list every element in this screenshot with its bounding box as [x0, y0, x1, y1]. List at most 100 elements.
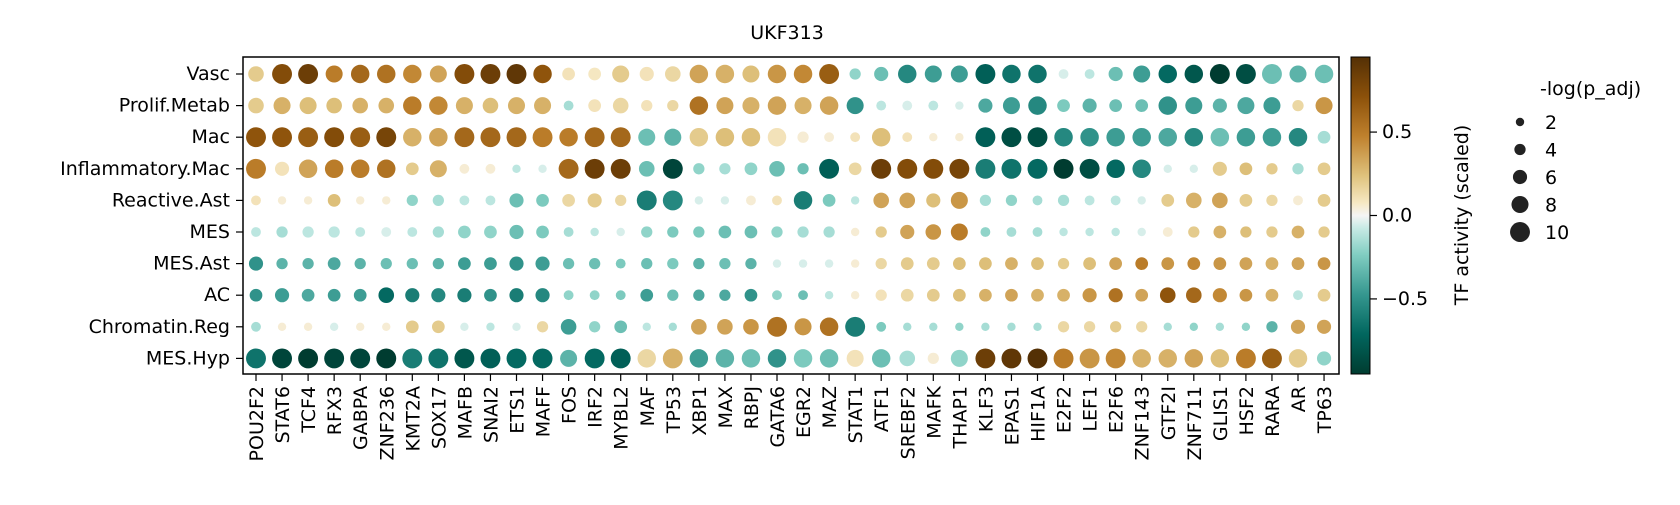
dot-Vasc-ZNF143 — [1133, 65, 1151, 83]
column-label: ATF1 — [871, 386, 893, 432]
dot-Inflammatory.Mac-STAT6 — [274, 161, 290, 176]
dot-MES.Hyp-MAZ — [819, 349, 839, 368]
dot-Chromatin.Reg-RFX3 — [329, 322, 339, 331]
dot-Prolif.Metab-TP63 — [1315, 97, 1333, 115]
dot-MES-IRF2 — [590, 227, 599, 237]
colorbar-ticks: 0.5 0.0 −0.5 — [1370, 121, 1428, 310]
dot-Mac-LEF1 — [1080, 127, 1099, 147]
column-label: EPAS1 — [1001, 386, 1023, 445]
dot-MES-TCF4 — [302, 226, 314, 238]
dot-Prolif.Metab-TP53 — [667, 99, 679, 112]
dot-MES-EPAS1 — [1006, 227, 1017, 237]
column-label: ZNF711 — [1184, 386, 1206, 460]
dot-Vasc-GTF2I — [1158, 64, 1177, 84]
dot-Inflammatory.Mac-THAP1 — [949, 158, 970, 179]
dot-Reactive.Ast-HSF2 — [1239, 194, 1253, 207]
dot-MES.Hyp-ZNF711 — [1184, 349, 1204, 368]
dot-AC-KMT2A — [405, 288, 420, 303]
size-legend-label: 4 — [1545, 140, 1557, 162]
dot-Mac-MAFK — [929, 133, 938, 142]
dot-AC-TP63 — [1317, 288, 1331, 302]
dot-Vasc-SNAI2 — [480, 64, 501, 84]
dot-MES-STAT6 — [276, 226, 288, 238]
row-labels: Vasc Prolif.Metab Mac Inflammatory.Mac React… — [60, 63, 243, 369]
dot-MES.Hyp-TP63 — [1316, 351, 1332, 366]
dot-MES.Ast-TCF4 — [302, 257, 314, 270]
dot-Inflammatory.Mac-MAX — [719, 163, 731, 175]
dot-Chromatin.Reg-SNAI2 — [486, 322, 495, 331]
dot-Chromatin.Reg-E2F6 — [1110, 321, 1122, 333]
dot-MES.Hyp-MYBL2 — [610, 348, 631, 369]
dot-Prolif.Metab-MAZ — [819, 96, 839, 115]
dot-AC-ZNF143 — [1135, 288, 1149, 302]
dot-MES.Hyp-STAT1 — [846, 349, 864, 367]
dot-Prolif.Metab-GATA6 — [767, 96, 787, 115]
dot-MES.Hyp-HSF2 — [1235, 348, 1256, 369]
dot-Mac-MAF — [638, 128, 656, 146]
column-label: STAT6 — [272, 386, 294, 443]
dot-Vasc-HSF2 — [1235, 64, 1256, 84]
dot-Vasc-MAX — [715, 64, 735, 84]
dot-Vasc-EPAS1 — [1002, 64, 1021, 84]
dot-Vasc-TP63 — [1314, 64, 1334, 84]
dot-Vasc-STAT1 — [849, 68, 861, 80]
dot-Chromatin.Reg-RARA — [1266, 321, 1278, 333]
dot-MES-GABPA — [355, 227, 366, 237]
row-label: Mac — [192, 126, 230, 148]
dot-MES.Ast-STAT6 — [276, 257, 288, 270]
dot-Inflammatory.Mac-STAT1 — [848, 162, 862, 176]
dot-Vasc-EGR2 — [793, 64, 813, 84]
dot-MES.Hyp-KMT2A — [402, 348, 423, 369]
dot-Reactive.Ast-RFX3 — [327, 194, 341, 207]
dot-Mac-MYBL2 — [610, 127, 631, 148]
dot-Inflammatory.Mac-ZNF711 — [1189, 164, 1199, 173]
dot-Vasc-AR — [1289, 65, 1307, 83]
dot-Inflammatory.Mac-E2F2 — [1053, 158, 1074, 179]
dot-Mac-E2F2 — [1054, 127, 1073, 147]
size-legend: 2 4 6 8 10 — [1510, 112, 1569, 244]
dot-Mac-GTF2I — [1158, 127, 1177, 147]
dot-Chromatin.Reg-THAP1 — [955, 322, 964, 331]
dot-Reactive.Ast-RBPJ — [746, 195, 756, 206]
column-label: RFX3 — [324, 386, 346, 435]
column-label: GTF2I — [1158, 386, 1180, 440]
dot-AC-THAP1 — [952, 288, 966, 302]
dot-Chromatin.Reg-FOS — [560, 319, 577, 335]
dot-Reactive.Ast-ZNF711 — [1186, 192, 1202, 209]
dot-MES.Ast-SNAI2 — [484, 257, 497, 270]
dot-MES.Hyp-LEF1 — [1079, 348, 1100, 369]
dot-Mac-STAT1 — [850, 132, 861, 143]
dot-Chromatin.Reg-EGR2 — [794, 318, 812, 336]
dot-AC-MAF — [640, 288, 654, 302]
dot-Prolif.Metab-SOX17 — [429, 96, 448, 115]
dot-Inflammatory.Mac-MAFK — [923, 158, 944, 179]
dot-Chromatin.Reg-IRF2 — [589, 321, 601, 333]
column-label: KLF3 — [975, 386, 997, 432]
dot-Vasc-THAP1 — [950, 65, 968, 83]
dot-MES-SREBF2 — [900, 224, 915, 240]
dot-MES-MAFF — [536, 225, 549, 239]
dot-Prolif.Metab-E2F6 — [1109, 99, 1123, 112]
dot-MES.Ast-RFX3 — [327, 257, 341, 270]
dot-MES-HSF2 — [1240, 226, 1252, 238]
dot-Inflammatory.Mac-XBP1 — [693, 163, 705, 175]
dot-Inflammatory.Mac-MAFF — [538, 164, 547, 173]
dot-Vasc-SREBF2 — [898, 64, 917, 84]
dot-Prolif.Metab-SREBF2 — [902, 100, 913, 111]
dot-Reactive.Ast-MAFB — [459, 195, 470, 206]
dot-Mac-HIF1A — [1027, 127, 1048, 148]
colorbar-label: TF activity (scaled) — [1451, 125, 1473, 307]
dot-Inflammatory.Mac-E2F6 — [1106, 159, 1125, 179]
dot-MES.Hyp-RFX3 — [324, 348, 345, 369]
dot-Vasc-RARA — [1261, 64, 1282, 84]
dot-Chromatin.Reg-MAFK — [929, 322, 938, 331]
dot-MES.Ast-KMT2A — [406, 257, 418, 270]
column-label: SNAI2 — [480, 386, 502, 443]
column-label: MAZ — [819, 386, 841, 428]
dot-MES.Hyp-MAF — [637, 349, 656, 368]
dot-Mac-E2F6 — [1106, 127, 1125, 147]
dot-MES.Ast-EPAS1 — [1005, 257, 1018, 270]
dot-MES.Ast-MAX — [719, 257, 731, 270]
dot-MES.Ast-THAP1 — [952, 257, 966, 270]
dot-Mac-GABPA — [350, 127, 371, 148]
